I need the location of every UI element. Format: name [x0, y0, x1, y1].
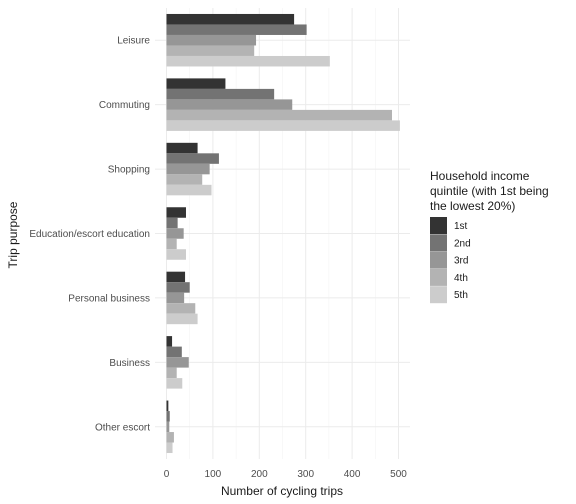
bar-2nd	[166, 411, 170, 422]
legend-label-5th: 5th	[454, 290, 468, 301]
bar-1st	[166, 207, 186, 218]
bar-4th	[166, 109, 393, 121]
bar-2nd	[166, 153, 219, 164]
bar-3rd	[166, 163, 210, 175]
bar-5th	[166, 120, 400, 131]
bar-4th	[166, 432, 174, 443]
bar-4th	[166, 174, 203, 185]
x-axis-title: Number of cycling trips	[221, 484, 343, 498]
bar-5th	[166, 442, 173, 454]
legend-key-1st	[430, 217, 447, 234]
legend-key-4th	[430, 268, 447, 286]
bar-2nd	[166, 346, 182, 358]
y-tick-labels: Leisure Commuting Shopping Education/escort…	[29, 36, 150, 434]
legend-label-4th: 4th	[454, 273, 468, 284]
x-tick-label: 0	[164, 469, 170, 480]
bar-2nd	[166, 217, 178, 229]
bar-3rd	[166, 34, 257, 46]
legend-title-line: quintile (with 1st being	[430, 184, 549, 198]
bar-3rd	[166, 421, 170, 433]
bar-1st	[166, 400, 169, 412]
bar-5th	[166, 313, 198, 325]
legend-label-2nd: 2nd	[454, 238, 471, 249]
legend-title-line: the lowest 20%)	[430, 199, 515, 213]
bar-2nd	[166, 24, 307, 35]
y-tick-label: Leisure	[117, 36, 150, 47]
legend-label-1st: 1st	[454, 221, 468, 232]
bar-4th	[166, 303, 196, 314]
bar-4th	[166, 238, 177, 250]
bars-layer	[166, 13, 400, 454]
bar-5th	[166, 55, 330, 67]
x-tick-label: 400	[344, 469, 361, 480]
bar-4th	[166, 367, 177, 379]
bar-2nd	[166, 282, 190, 293]
y-tick-label: Education/escort education	[29, 229, 150, 240]
y-tick-label: Personal business	[68, 293, 150, 304]
bar-2nd	[166, 88, 275, 100]
y-tick-label: Business	[109, 358, 150, 369]
bar-3rd	[166, 228, 184, 239]
bar-3rd	[166, 99, 293, 110]
bar-1st	[166, 142, 198, 154]
y-tick-label: Commuting	[99, 100, 150, 111]
legend-title-line: Household income	[430, 169, 530, 183]
legend-label-3rd: 3rd	[454, 256, 468, 267]
bar-1st	[166, 271, 186, 283]
x-tick-label: 500	[390, 469, 407, 480]
bar-3rd	[166, 357, 189, 368]
bar-1st	[166, 78, 226, 89]
bar-5th	[166, 249, 186, 260]
legend-key-5th	[430, 286, 447, 304]
bar-1st	[166, 13, 295, 25]
bar-5th	[166, 184, 212, 196]
bar-3rd	[166, 292, 185, 304]
x-tick-labels: 0 100 200 300 400 500	[164, 469, 408, 480]
y-tick-label: Shopping	[108, 165, 150, 176]
bar-1st	[166, 336, 173, 347]
x-tick-label: 200	[251, 469, 268, 480]
y-tick-label: Other escort	[95, 422, 150, 433]
x-tick-label: 100	[205, 469, 222, 480]
x-tick-label: 300	[297, 469, 314, 480]
y-axis-title: Trip purpose	[6, 201, 20, 268]
legend-key-2nd	[430, 234, 447, 252]
bar-4th	[166, 45, 255, 56]
legend-key-3rd	[430, 251, 447, 269]
bar-5th	[166, 378, 183, 389]
